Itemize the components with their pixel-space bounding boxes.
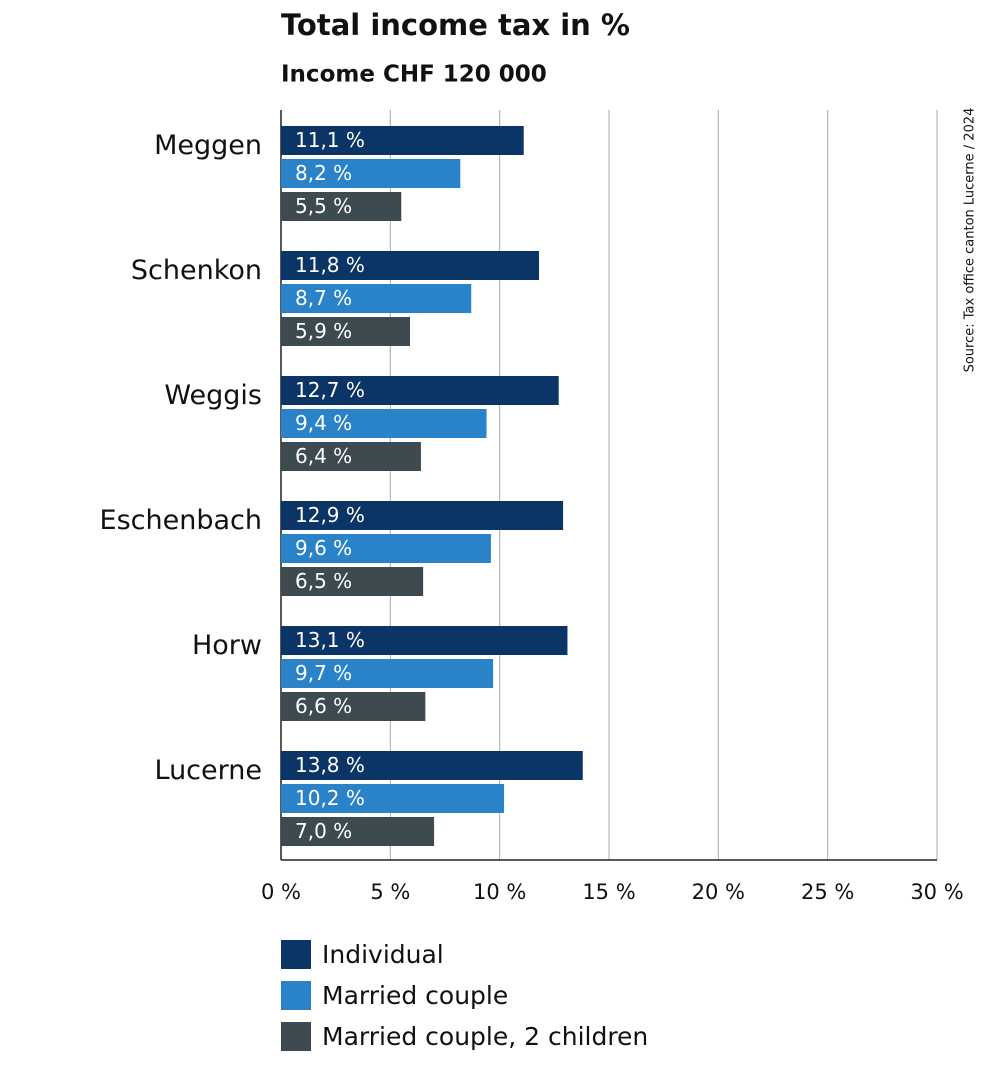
x-tick-label: 15 % <box>582 880 635 904</box>
value-label: 13,1 % <box>295 628 365 652</box>
x-tick-label: 0 % <box>261 880 301 904</box>
x-tick-label: 10 % <box>473 880 526 904</box>
legend-label: Individual <box>322 940 444 969</box>
legend-label: Married couple <box>322 981 508 1010</box>
value-label: 11,8 % <box>295 253 365 277</box>
y-tick-label: Meggen <box>154 130 262 161</box>
y-tick-label: Weggis <box>164 380 262 411</box>
value-label: 10,2 % <box>295 786 365 810</box>
bar <box>281 284 472 313</box>
bar <box>281 784 505 813</box>
x-tick-label: 20 % <box>692 880 745 904</box>
bar <box>281 692 426 721</box>
bar <box>281 126 524 155</box>
bar <box>281 751 583 780</box>
value-label: 6,4 % <box>295 444 352 468</box>
y-tick-label: Horw <box>192 630 262 661</box>
value-label: 5,5 % <box>295 194 352 218</box>
value-label: 6,6 % <box>295 694 352 718</box>
value-label: 6,5 % <box>295 569 352 593</box>
bar <box>281 442 421 471</box>
bar <box>281 501 564 530</box>
value-label: 9,7 % <box>295 661 352 685</box>
x-tick-label: 5 % <box>370 880 410 904</box>
legend-label: Married couple, 2 children <box>322 1022 648 1051</box>
y-tick-label: Lucerne <box>155 755 263 786</box>
legend-swatch <box>281 981 311 1010</box>
bar <box>281 817 435 846</box>
value-label: 11,1 % <box>295 128 365 152</box>
bar <box>281 251 540 280</box>
chart-subtitle: Income CHF 120 000 <box>281 62 547 88</box>
bar <box>281 534 491 563</box>
value-label: 8,7 % <box>295 286 352 310</box>
chart-title: Total income tax in % <box>281 8 630 42</box>
y-tick-label: Eschenbach <box>100 505 262 536</box>
bar <box>281 626 568 655</box>
value-label: 12,7 % <box>295 378 365 402</box>
y-tick-label: Schenkon <box>131 255 262 286</box>
source-note: Source: Tax office canton Lucerne / 2024 <box>963 108 978 373</box>
bar <box>281 159 461 188</box>
bar <box>281 409 487 438</box>
bar <box>281 317 411 346</box>
legend-swatch <box>281 1022 311 1051</box>
value-label: 8,2 % <box>295 161 352 185</box>
bar <box>281 659 494 688</box>
bar <box>281 192 402 221</box>
x-tick-label: 30 % <box>910 880 963 904</box>
value-label: 9,4 % <box>295 411 352 435</box>
value-label: 5,9 % <box>295 319 352 343</box>
value-label: 13,8 % <box>295 753 365 777</box>
bar <box>281 376 559 405</box>
value-label: 12,9 % <box>295 503 365 527</box>
x-tick-label: 25 % <box>801 880 854 904</box>
bar <box>281 567 424 596</box>
legend-swatch <box>281 940 311 969</box>
value-label: 9,6 % <box>295 536 352 560</box>
value-label: 7,0 % <box>295 819 352 843</box>
